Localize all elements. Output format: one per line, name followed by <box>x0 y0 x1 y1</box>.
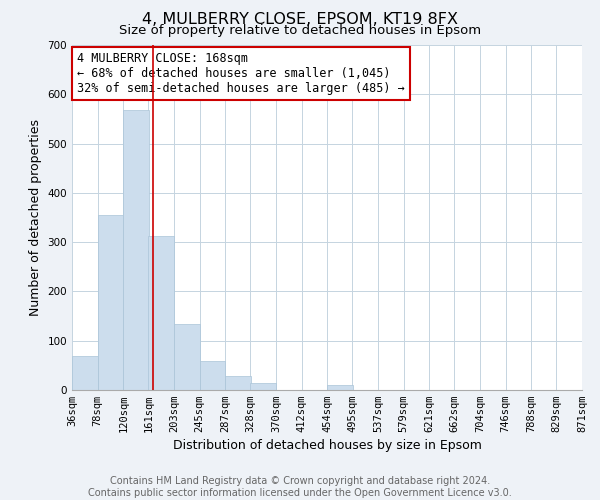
Bar <box>148 236 174 390</box>
Text: Size of property relative to detached houses in Epsom: Size of property relative to detached ho… <box>119 24 481 37</box>
Bar <box>124 110 149 390</box>
Text: 4, MULBERRY CLOSE, EPSOM, KT19 8FX: 4, MULBERRY CLOSE, EPSOM, KT19 8FX <box>142 12 458 28</box>
X-axis label: Distribution of detached houses by size in Epsom: Distribution of detached houses by size … <box>173 440 481 452</box>
Bar <box>72 356 98 390</box>
Bar <box>98 215 124 390</box>
Bar <box>200 361 226 390</box>
Y-axis label: Number of detached properties: Number of detached properties <box>29 119 42 316</box>
Bar <box>174 324 200 390</box>
Text: Contains HM Land Registry data © Crown copyright and database right 2024.
Contai: Contains HM Land Registry data © Crown c… <box>88 476 512 498</box>
Bar <box>250 383 276 390</box>
Bar <box>226 376 251 390</box>
Bar <box>328 385 353 390</box>
Text: 4 MULBERRY CLOSE: 168sqm
← 68% of detached houses are smaller (1,045)
32% of sem: 4 MULBERRY CLOSE: 168sqm ← 68% of detach… <box>77 52 405 95</box>
